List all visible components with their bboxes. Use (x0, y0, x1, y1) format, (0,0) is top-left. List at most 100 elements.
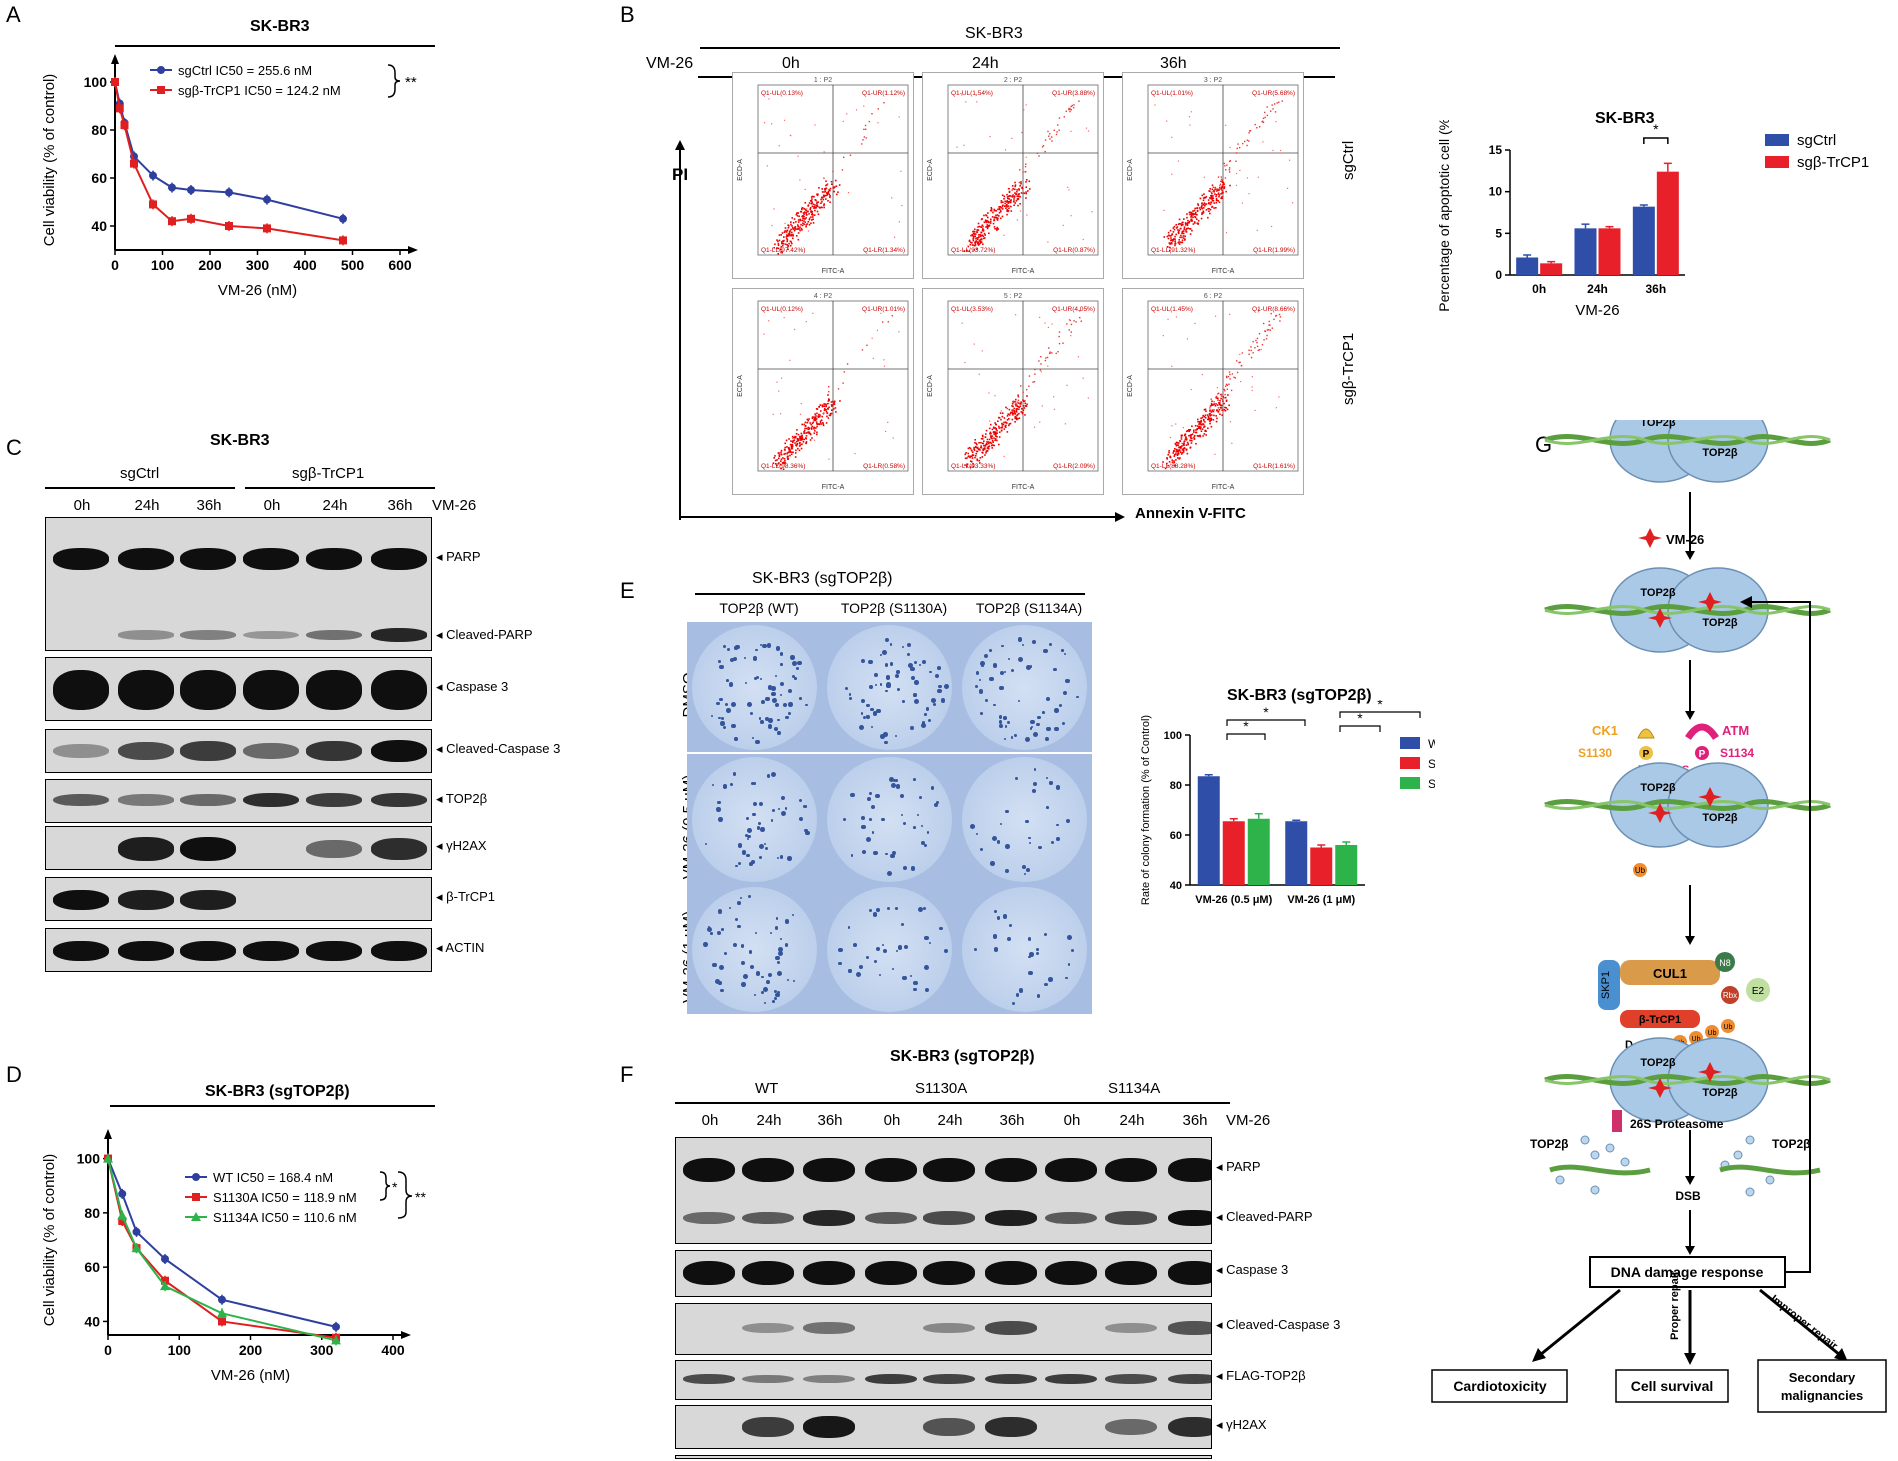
flow-event (1021, 186, 1023, 189)
flow-event (1189, 434, 1192, 437)
flow-event (808, 431, 811, 434)
flow-event (1193, 438, 1196, 440)
colony (1029, 952, 1034, 957)
flow-event (1262, 141, 1264, 143)
colony (1044, 737, 1049, 742)
cul1-shape (1620, 960, 1720, 985)
fragment-2 (1605, 1143, 1615, 1153)
y-tick-label: 80 (84, 1205, 100, 1221)
flow-event (1248, 349, 1250, 351)
flow-event (821, 405, 824, 408)
colony (705, 842, 708, 846)
flow-event (1256, 337, 1259, 340)
flow-event (891, 315, 894, 317)
flow-event (1248, 130, 1251, 132)
flow-event (1266, 106, 1268, 108)
flow-event (1201, 428, 1204, 430)
colony (980, 848, 983, 852)
flow-event (1201, 424, 1203, 426)
blot-band (985, 1321, 1037, 1335)
flow-event (833, 401, 836, 404)
flow-event (788, 438, 790, 440)
colony (1014, 776, 1018, 781)
flow-event (1008, 200, 1010, 203)
colony (883, 740, 888, 745)
g-top2b-4-dna-strand-2 (1544, 1075, 1831, 1085)
flow-event (992, 211, 994, 214)
colony (780, 796, 785, 801)
blot-treatment-label: VM-26 (432, 497, 477, 514)
flow-event (1194, 216, 1197, 219)
flow-event (1235, 172, 1238, 175)
flow-event (1213, 189, 1215, 192)
colony (923, 965, 929, 971)
flow-event (1022, 405, 1025, 407)
flow-event (1186, 213, 1188, 215)
panel-letter-b: B (620, 2, 635, 27)
blot-protein-label: ◂ FLAG-TOP2β (1216, 1368, 1306, 1383)
colony (1028, 842, 1031, 845)
flow-event (1058, 335, 1060, 338)
panel-e-title-rule (695, 593, 1085, 595)
flow-event (1025, 179, 1028, 181)
flow-event (805, 427, 808, 430)
flow-event (973, 233, 976, 235)
flow-event (1221, 179, 1224, 182)
flow-event (808, 218, 811, 221)
colony (1046, 806, 1049, 809)
flow-event (813, 195, 815, 198)
flow-event (1204, 430, 1206, 433)
g-top2b-1-label-2: TOP2β (1702, 447, 1738, 459)
colony (765, 980, 770, 985)
flow-event (790, 451, 793, 453)
flow-event (1204, 417, 1207, 419)
flow-event (1197, 435, 1200, 437)
flow-event (1049, 138, 1051, 140)
flow-event (793, 226, 796, 229)
flow-event (1184, 235, 1186, 238)
flow-plot: 2 : P2 Q1-UL(1.54%) Q1-UR(3.88%) Q1-LL(93.7… (922, 72, 1104, 279)
flow-event (800, 208, 803, 211)
flow-event (808, 217, 811, 220)
flow-event (1177, 160, 1180, 162)
flow-event (1176, 449, 1179, 451)
blot-band (1045, 1211, 1097, 1225)
colony (870, 726, 873, 729)
flow-event (1227, 375, 1230, 378)
flow-event (1250, 346, 1252, 348)
flow-event (1217, 393, 1219, 395)
flow-event (1015, 404, 1017, 406)
flow-y-axis-label: ECD-A (737, 159, 744, 181)
flow-event (1008, 424, 1010, 427)
legend-label: S1130A IC50 = 118.9 nM (213, 1190, 357, 1205)
flow-event (796, 228, 798, 230)
flow-event (1018, 412, 1020, 415)
flow-event (1225, 383, 1228, 386)
colony (779, 854, 784, 859)
colony (998, 685, 1004, 691)
flow-event (976, 446, 979, 449)
flow-event (966, 463, 969, 465)
flow-event (779, 463, 782, 466)
flow-event (1201, 373, 1203, 376)
flow-event (1207, 418, 1210, 421)
significance-mark: * (1653, 121, 1659, 137)
flow-event (1226, 384, 1229, 386)
flow-event (1166, 235, 1169, 238)
blot-protein-label: ◂ Caspase 3 (1216, 1262, 1289, 1277)
colony (756, 826, 761, 831)
flow-event (1000, 410, 1002, 412)
x-tick-label: 500 (341, 257, 365, 273)
flow-event (1015, 200, 1018, 202)
blot-band (306, 941, 362, 961)
flow-event (1200, 206, 1203, 209)
x-axis-title: VM-26 (nM) (211, 1367, 290, 1384)
flow-event (1038, 360, 1040, 362)
flow-event (1001, 194, 1004, 197)
x-axis-arrow (408, 246, 418, 254)
blot-band (118, 548, 174, 570)
flow-event (847, 192, 850, 194)
flow-event (1204, 196, 1207, 199)
flow-event (1175, 448, 1178, 451)
flow-event (1215, 193, 1218, 196)
